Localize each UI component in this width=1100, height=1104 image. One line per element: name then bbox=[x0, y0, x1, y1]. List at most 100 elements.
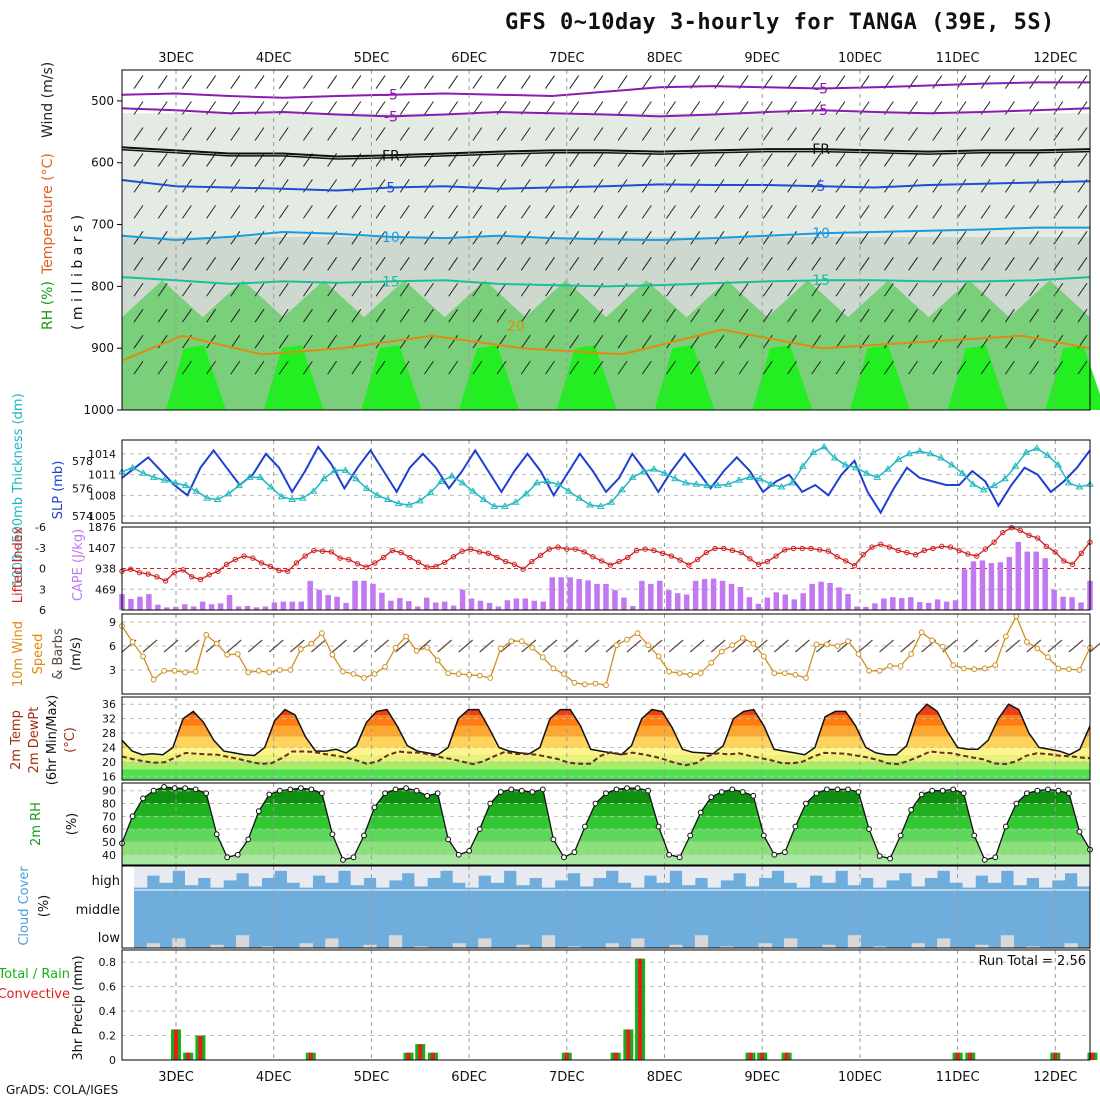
wind-barb bbox=[932, 282, 943, 297]
thickness-point bbox=[788, 478, 797, 486]
cape-bar bbox=[657, 580, 663, 610]
rh-tick-label: 50 bbox=[102, 836, 116, 849]
high-cloud-cell bbox=[924, 866, 938, 878]
li-point bbox=[686, 562, 692, 568]
wind-axis-label: Speed bbox=[31, 634, 46, 675]
cloud-level-label: high bbox=[92, 874, 120, 889]
wind-barb bbox=[1053, 153, 1064, 167]
low-cloud-cell bbox=[261, 946, 275, 948]
wind-speed-point bbox=[687, 671, 694, 678]
wind-barb bbox=[762, 282, 773, 297]
thickness-point bbox=[309, 487, 318, 494]
thickness-point bbox=[1022, 448, 1031, 455]
temperature-contour-label: 10 bbox=[382, 230, 400, 246]
high-cloud-cell bbox=[541, 866, 556, 888]
day-label-top: 3DEC bbox=[158, 51, 194, 66]
wind-barb bbox=[883, 257, 894, 271]
wind-barb bbox=[327, 257, 338, 271]
wind-barb bbox=[520, 360, 531, 375]
wind-barb bbox=[181, 257, 192, 271]
wind-barb bbox=[351, 231, 362, 245]
wind-speed-point bbox=[781, 670, 788, 677]
li-point bbox=[206, 572, 212, 578]
cape-bar bbox=[181, 604, 188, 610]
pressure-tick-label: 900 bbox=[91, 341, 114, 355]
wind-barb bbox=[641, 334, 652, 349]
wind-barb bbox=[787, 127, 797, 141]
cape-bar bbox=[289, 601, 296, 610]
li-point bbox=[598, 558, 605, 564]
rh-point bbox=[582, 823, 588, 830]
thickness-point bbox=[543, 477, 552, 484]
high-cloud-cell bbox=[873, 866, 887, 888]
li-point bbox=[799, 545, 805, 552]
wind-barb bbox=[353, 639, 368, 653]
low-cloud-cell bbox=[1000, 935, 1015, 948]
thickness-point bbox=[1001, 474, 1009, 482]
wind-barb bbox=[1089, 642, 1100, 653]
wind-barb bbox=[133, 334, 144, 349]
li-point bbox=[145, 571, 151, 577]
high-cloud-cell bbox=[134, 866, 148, 888]
thickness-point bbox=[596, 502, 605, 509]
wind-barb bbox=[520, 308, 531, 323]
day-label-top: 7DEC bbox=[549, 51, 585, 66]
high-cloud-cell bbox=[248, 866, 262, 887]
rh-point bbox=[539, 786, 546, 793]
li-point bbox=[241, 553, 247, 559]
rh-point bbox=[340, 856, 346, 863]
high-cloud-cell bbox=[949, 866, 964, 883]
cape-li-panel: -6 -3 0 3 6 469 938 1407 1876 bbox=[35, 521, 1093, 617]
li-axis-label: Lifted Index bbox=[11, 526, 26, 603]
wind-barb bbox=[593, 360, 604, 375]
wind-barb bbox=[617, 334, 628, 349]
wind-speed-point bbox=[266, 669, 273, 676]
wind-barb bbox=[787, 75, 797, 89]
cape-bar bbox=[522, 598, 529, 610]
rh-point bbox=[803, 800, 809, 807]
wind-barb bbox=[811, 205, 822, 219]
wind-barb bbox=[641, 153, 652, 167]
precip-convective-bar bbox=[308, 1052, 313, 1060]
rh-point bbox=[624, 785, 630, 792]
thickness-point bbox=[256, 473, 265, 480]
slp-tick-label: 1014 bbox=[88, 448, 116, 461]
li-point bbox=[223, 561, 230, 568]
slp-tick-label: 1011 bbox=[88, 469, 116, 482]
rh-point bbox=[171, 785, 178, 792]
wind-speed-point bbox=[603, 682, 609, 689]
thickness-point bbox=[937, 454, 945, 461]
rh-point bbox=[382, 790, 388, 797]
rh-point bbox=[571, 849, 578, 856]
wind-barb bbox=[859, 205, 870, 219]
wind-barb bbox=[424, 257, 434, 271]
wind-speed-point bbox=[645, 642, 651, 649]
wind-barb bbox=[327, 308, 338, 323]
thickness-point bbox=[969, 480, 977, 487]
run-total-label: Run Total = 2.56 bbox=[978, 954, 1086, 969]
high-cloud-cell bbox=[325, 866, 339, 883]
high-cloud-cell bbox=[962, 866, 976, 888]
cape-bar bbox=[782, 594, 789, 610]
high-cloud-cell bbox=[631, 866, 645, 888]
low-cloud-cell bbox=[937, 938, 951, 948]
cape-bar bbox=[1051, 589, 1057, 610]
rh-point bbox=[224, 854, 231, 861]
wind-barb bbox=[980, 282, 991, 297]
thickness-point bbox=[522, 489, 531, 497]
wind-barb bbox=[932, 360, 943, 375]
wind-speed-point bbox=[760, 653, 767, 660]
rh-point bbox=[1055, 787, 1062, 794]
wind-speed-point bbox=[1066, 666, 1072, 673]
wind-barb bbox=[133, 75, 144, 89]
cape-bar bbox=[728, 583, 735, 610]
wind-barb bbox=[230, 334, 241, 349]
wind-barb bbox=[710, 639, 726, 653]
wind-barb bbox=[668, 639, 684, 653]
cape-bar bbox=[863, 606, 869, 610]
wind-barb bbox=[268, 639, 284, 653]
rh-point bbox=[655, 823, 662, 830]
day-label-bottom: 6DEC bbox=[451, 1070, 487, 1085]
cape-bar bbox=[916, 602, 923, 610]
cape-bar bbox=[952, 600, 959, 610]
